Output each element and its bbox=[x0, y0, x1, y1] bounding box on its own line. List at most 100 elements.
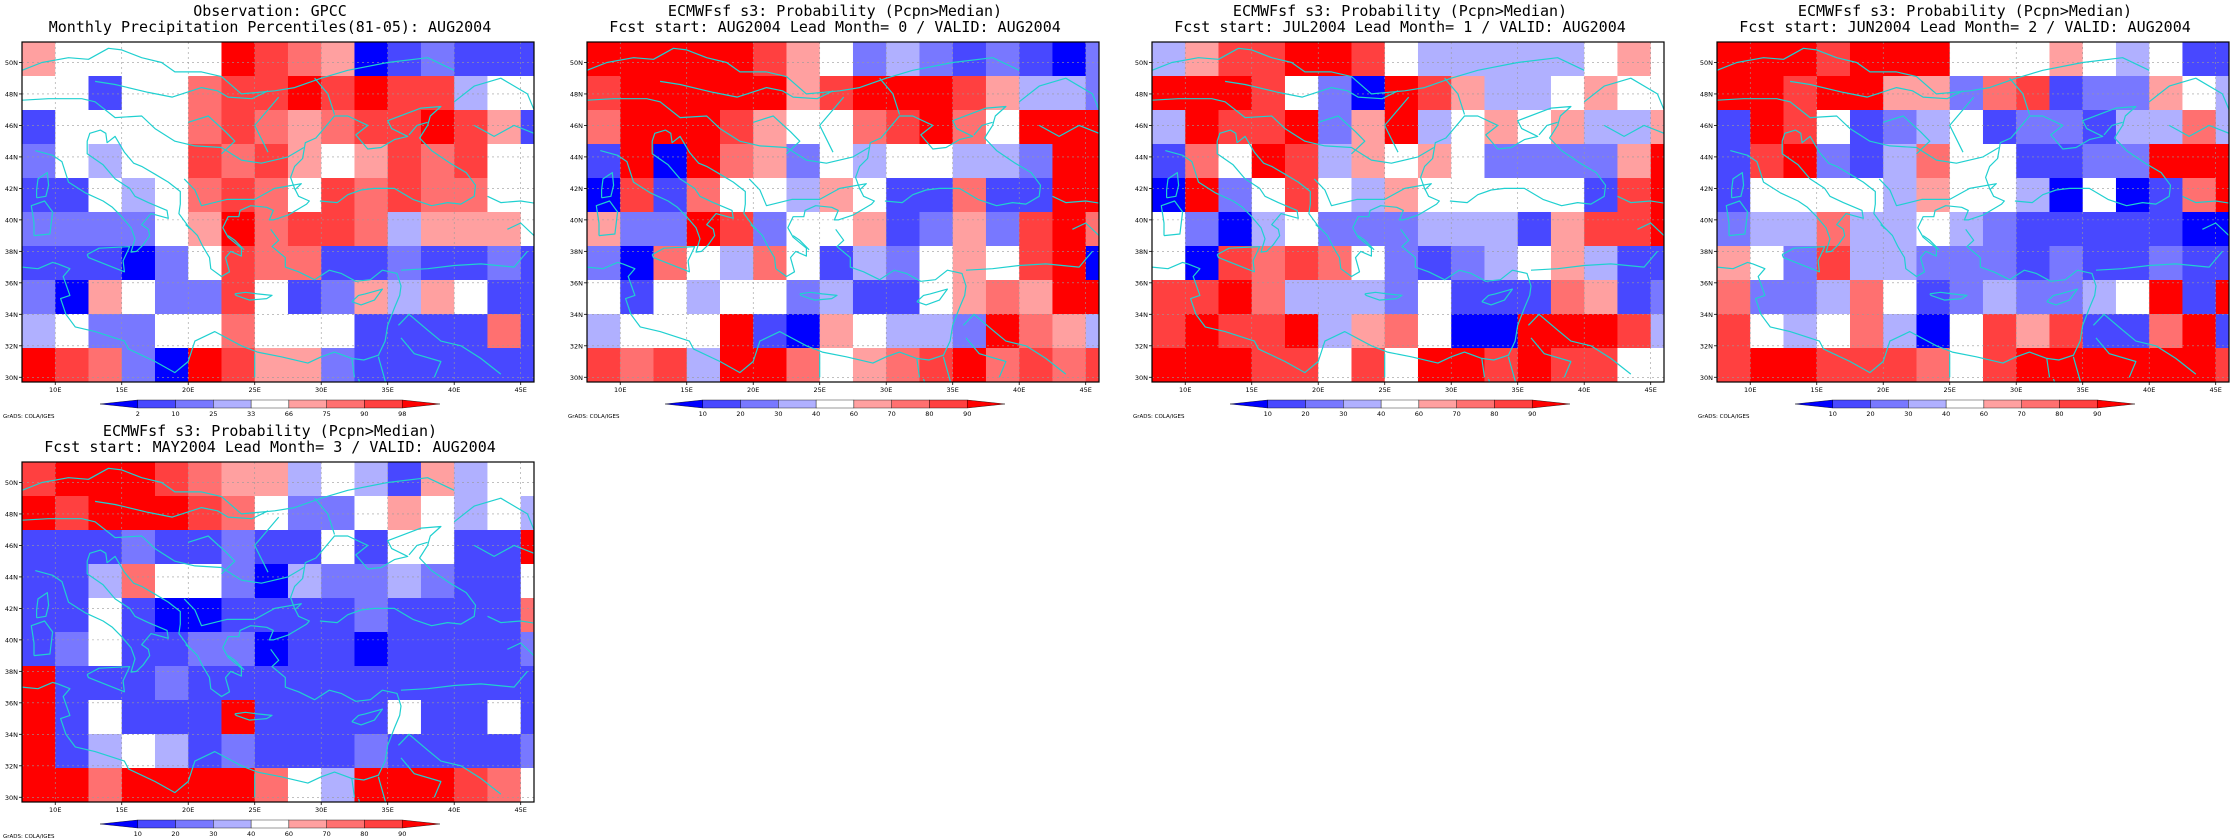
grid-cell bbox=[1717, 110, 1751, 145]
grads-credit: GrADS: COLA/IGES bbox=[568, 414, 620, 420]
grid-cell bbox=[454, 42, 489, 77]
grid-cell bbox=[22, 280, 56, 315]
grid-cell bbox=[55, 348, 90, 382]
grid-cell bbox=[753, 42, 788, 77]
grid-cell bbox=[620, 76, 655, 111]
colorbar-label: 40 bbox=[1377, 410, 1385, 418]
colorbar-segment bbox=[815, 399, 855, 409]
grid-cell bbox=[121, 178, 156, 213]
grid-cell bbox=[1152, 110, 1186, 145]
coastline bbox=[408, 121, 428, 136]
grid-cell bbox=[321, 246, 356, 281]
grid-cell bbox=[1318, 314, 1353, 349]
colorbar: 10 20 30 40 60 70 80 90 bbox=[664, 399, 1006, 418]
grid-cell bbox=[287, 144, 322, 179]
grid-cell bbox=[2115, 76, 2150, 111]
grid-cell bbox=[88, 280, 123, 315]
grid-cell bbox=[22, 314, 56, 349]
grid-cell bbox=[753, 314, 788, 349]
grid-cell bbox=[1949, 348, 1984, 382]
grid-cell bbox=[254, 632, 289, 667]
panel-title-line1: ECMWFsf s3: Probability (Pcpn>Median) bbox=[667, 2, 1003, 20]
grid-cell bbox=[985, 42, 1020, 77]
grid-cell bbox=[587, 144, 621, 179]
grid-cell bbox=[1085, 280, 1099, 315]
grid-cell bbox=[188, 632, 223, 667]
grads-credit: GrADS: COLA/IGES bbox=[1133, 414, 1185, 420]
grid-cell bbox=[454, 178, 489, 213]
grid-cell bbox=[420, 178, 455, 213]
coastline bbox=[2072, 356, 2082, 382]
grid-cell bbox=[420, 632, 455, 667]
coastline bbox=[185, 644, 192, 650]
colorbar-segment bbox=[664, 399, 703, 409]
coastline bbox=[587, 228, 967, 374]
grid-cell bbox=[2082, 76, 2117, 111]
grid-cell bbox=[1916, 348, 1951, 382]
coastline bbox=[1216, 246, 1261, 273]
grid-cell bbox=[22, 178, 56, 213]
grid-cell bbox=[88, 666, 123, 701]
grid-cell bbox=[1451, 246, 1486, 281]
grid-cell bbox=[2016, 76, 2051, 111]
grid-cell bbox=[653, 246, 688, 281]
panel-title: Observation: GPCC Monthly Precipitation P… bbox=[0, 3, 540, 35]
grid-cell bbox=[620, 314, 655, 349]
colorbar-segment bbox=[137, 399, 176, 409]
grid-cell bbox=[1251, 144, 1286, 179]
grid-cell bbox=[1484, 76, 1519, 111]
panel-title-line1: ECMWFsf s3: Probability (Pcpn>Median) bbox=[1232, 2, 1568, 20]
coastline bbox=[86, 246, 131, 273]
grid-cell bbox=[454, 632, 489, 667]
grid-cell bbox=[354, 280, 389, 315]
lon-tick-label: 30E bbox=[315, 386, 327, 394]
lon-tick-label: 30E bbox=[315, 806, 327, 814]
coastline bbox=[357, 378, 361, 382]
grid-cell bbox=[1949, 42, 1984, 77]
grid-cell bbox=[1584, 314, 1619, 349]
grid-cell bbox=[1085, 314, 1099, 349]
coastline bbox=[86, 666, 131, 693]
grid-cell bbox=[254, 734, 289, 769]
grid-cell bbox=[985, 348, 1020, 382]
grid-cell bbox=[1816, 212, 1851, 247]
grid-cell bbox=[1152, 178, 1186, 213]
grid-cell bbox=[1218, 246, 1253, 281]
grid-cell bbox=[88, 564, 123, 599]
colorbar-segment bbox=[250, 819, 290, 829]
grid-cell bbox=[22, 496, 56, 531]
lat-tick-label: 44N bbox=[5, 573, 18, 581]
grid-cell bbox=[1152, 144, 1186, 179]
coastline bbox=[1617, 195, 1664, 237]
coastline bbox=[188, 535, 236, 575]
colorbar-segment bbox=[2059, 399, 2098, 409]
colorbar-label: 70 bbox=[888, 410, 896, 418]
grid-cell bbox=[1949, 246, 1984, 281]
grid-cell bbox=[487, 144, 522, 179]
grid-cell bbox=[454, 768, 489, 802]
colorbar-segment bbox=[778, 399, 817, 409]
grid-cell bbox=[1982, 144, 2017, 179]
grid-cell bbox=[188, 144, 223, 179]
grid-cell bbox=[985, 76, 1020, 111]
grid-cell bbox=[1484, 110, 1519, 145]
colorbar: 10 20 30 40 60 70 80 90 bbox=[1794, 399, 2136, 418]
grid-cell bbox=[188, 314, 223, 349]
coastline bbox=[1878, 178, 1997, 207]
lat-tick-label: 42N bbox=[1700, 185, 1713, 193]
grid-cell bbox=[1550, 144, 1585, 179]
lon-tick-label: 10E bbox=[49, 386, 61, 394]
grid-cell bbox=[819, 212, 854, 247]
grid-cell bbox=[420, 212, 455, 247]
grid-cell bbox=[2082, 280, 2117, 315]
panel-title-line1: ECMWFsf s3: Probability (Pcpn>Median) bbox=[102, 422, 438, 440]
grid-cell bbox=[321, 564, 356, 599]
colorbar-label: 40 bbox=[247, 830, 255, 838]
lat-tick-label: 34N bbox=[570, 311, 583, 319]
grid-cell bbox=[1052, 178, 1087, 213]
grid-cell bbox=[1019, 280, 1054, 315]
grid-cell bbox=[1384, 280, 1419, 315]
colorbar-segment bbox=[1456, 399, 1495, 409]
colorbar-segment bbox=[99, 399, 138, 409]
colorbar-label: 70 bbox=[323, 830, 331, 838]
